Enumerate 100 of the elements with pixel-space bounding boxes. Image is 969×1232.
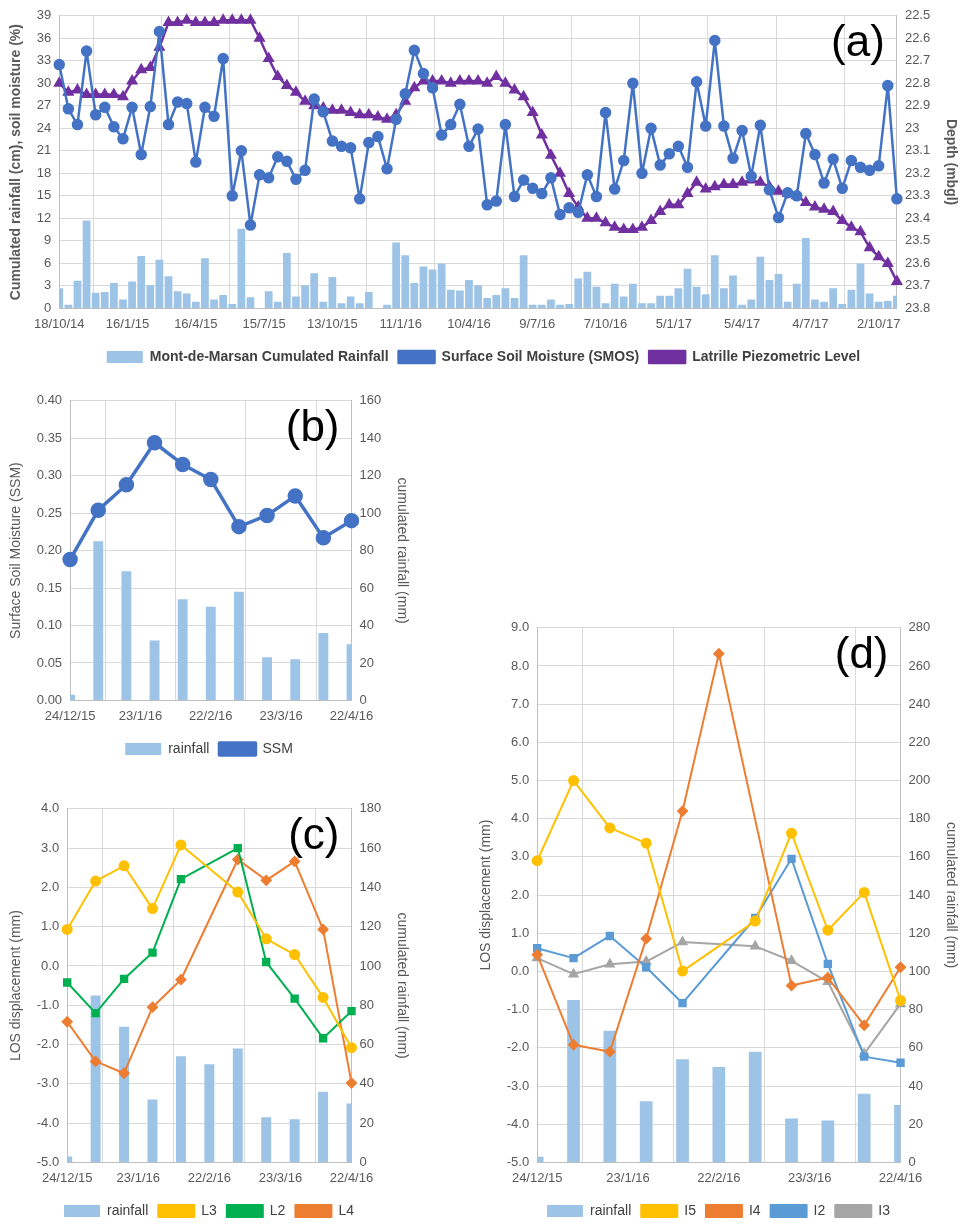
y-axis-title: Cumulated rainfall (cm), soil moisture (%) — [7, 24, 24, 301]
y-tick-label: 0.20 — [36, 542, 63, 558]
y-axis-title: Surface Soil Moisture (SSM) — [7, 462, 24, 639]
y-tick-label: 0 — [44, 299, 52, 315]
y2-tick-label: 160 — [908, 848, 931, 864]
legend-label: L3 — [201, 1201, 218, 1218]
x-tick-label: 2/10/17 — [857, 315, 901, 331]
x-tick-label: 4/7/17 — [792, 315, 829, 331]
x-tick-label: 5/4/17 — [724, 315, 761, 331]
x-tick-label: 23/3/16 — [788, 1169, 832, 1185]
y2-tick-label: 0 — [908, 1153, 916, 1169]
y2-tick-label: 220 — [908, 733, 931, 749]
y-tick-label: 0.35 — [36, 429, 63, 445]
y-tick-label: -5.0 — [506, 1153, 530, 1169]
y2-tick-label: 240 — [908, 695, 931, 711]
y2-tick-label: 140 — [908, 886, 931, 902]
y-tick-label: 8.0 — [511, 657, 530, 673]
x-tick-label: 24/12/15 — [41, 1169, 93, 1185]
y2-axis-title: cumulated rainfall (mm) — [943, 821, 960, 969]
y2-tick-label: 20 — [908, 1115, 923, 1131]
x-tick-label: 9/7/16 — [519, 315, 556, 331]
legend-label: rainfall — [590, 1201, 632, 1218]
y-tick-label: -2.0 — [36, 1036, 60, 1052]
y-axis-title: LOS displacement (mm) — [477, 819, 494, 971]
y2-tick-label: 80 — [908, 1001, 923, 1017]
y2-tick-label: 160 — [359, 392, 382, 408]
x-tick-label: 23/1/16 — [118, 707, 163, 723]
annotation: (d) — [834, 627, 889, 677]
y-tick-label: 7.0 — [511, 695, 530, 711]
y-tick-label: 0.40 — [36, 392, 63, 408]
y2-tick-label: 20 — [359, 654, 374, 670]
y2-tick-label: 22.7 — [904, 52, 931, 68]
y2-tick-label: 100 — [359, 957, 382, 973]
y2-tick-label: 160 — [359, 839, 382, 855]
y-tick-label: 4.0 — [511, 810, 530, 826]
y-tick-label: 2.0 — [511, 886, 530, 902]
y2-tick-label: 180 — [908, 810, 931, 826]
y2-tick-label: 140 — [359, 878, 382, 894]
y2-tick-label: 80 — [359, 542, 374, 558]
x-tick-label: 7/10/16 — [583, 315, 628, 331]
y-tick-label: 0.00 — [36, 691, 63, 707]
y-tick-label: 0.25 — [36, 504, 63, 520]
x-tick-label: 22/2/16 — [187, 1169, 232, 1185]
y2-tick-label: 200 — [908, 772, 931, 788]
y2-axis-title: cumulated rainfall (mm) — [394, 477, 411, 624]
y2-tick-label: 100 — [908, 963, 931, 979]
y2-tick-label: 22.5 — [904, 7, 931, 23]
y-tick-label: 27 — [36, 97, 52, 113]
x-tick-label: 22/2/16 — [697, 1169, 741, 1185]
y2-axis-title: cumulated rainfall (mm) — [394, 912, 411, 1059]
y2-tick-label: 280 — [908, 619, 931, 635]
x-tick-label: 16/1/15 — [105, 315, 150, 331]
legend-label: L4 — [338, 1201, 355, 1218]
y2-tick-label: 40 — [908, 1077, 923, 1093]
y2-tick-label: 60 — [359, 579, 374, 595]
x-tick-label: 24/12/15 — [44, 707, 96, 723]
y2-tick-label: 60 — [359, 1036, 374, 1052]
y2-tick-label: 120 — [908, 924, 931, 940]
y-tick-label: 21 — [36, 142, 52, 158]
legend-label: I2 — [813, 1201, 826, 1218]
legend-label: SSM — [262, 739, 293, 756]
y2-tick-label: 80 — [359, 996, 374, 1012]
x-tick-label: 18/10/14 — [33, 315, 85, 331]
y-tick-label: 6 — [44, 254, 52, 270]
x-tick-label: 15/7/15 — [242, 315, 286, 331]
x-tick-label: 22/4/16 — [878, 1169, 923, 1185]
x-tick-label: 5/1/17 — [655, 315, 692, 331]
y-tick-label: 0.05 — [36, 654, 63, 670]
y-tick-label: 0.30 — [36, 467, 63, 483]
annotation: (b) — [285, 400, 340, 450]
y-tick-label: 0.0 — [511, 963, 530, 979]
y-tick-label: -2.0 — [506, 1039, 530, 1055]
y-tick-label: 1.0 — [41, 918, 60, 934]
y-tick-label: 1.0 — [511, 924, 530, 940]
x-tick-label: 23/3/16 — [258, 1169, 303, 1185]
legend-label: rainfall — [107, 1201, 149, 1218]
y-tick-label: 24 — [36, 119, 52, 135]
y2-tick-label: 23.6 — [904, 254, 931, 270]
y-tick-label: 2.0 — [41, 878, 60, 894]
y-tick-label: 4.0 — [41, 800, 60, 816]
y-tick-label: 5.0 — [511, 772, 530, 788]
y2-tick-label: 23.2 — [904, 164, 931, 180]
y-tick-label: -4.0 — [506, 1115, 530, 1131]
x-tick-label: 24/12/15 — [511, 1169, 563, 1185]
y2-axis-title: Depth (mbgl) — [943, 118, 960, 206]
y2-tick-label: 22.9 — [904, 97, 931, 113]
y-tick-label: -1.0 — [506, 1001, 530, 1017]
y2-tick-label: 23.1 — [904, 142, 931, 158]
x-tick-label: 22/4/16 — [329, 707, 374, 723]
y-tick-label: 9 — [44, 232, 52, 248]
x-tick-label: 13/10/15 — [307, 315, 358, 331]
y-tick-label: 3.0 — [41, 839, 60, 855]
x-tick-label: 22/2/16 — [189, 707, 233, 723]
y2-tick-label: 0 — [359, 1153, 367, 1169]
y-tick-label: 3 — [44, 277, 52, 293]
y2-tick-label: 140 — [359, 429, 382, 445]
y-tick-label: 30 — [36, 74, 52, 90]
y-tick-label: 0.10 — [36, 617, 63, 633]
y2-tick-label: 40 — [359, 1075, 374, 1091]
y2-tick-label: 23.4 — [904, 209, 931, 225]
